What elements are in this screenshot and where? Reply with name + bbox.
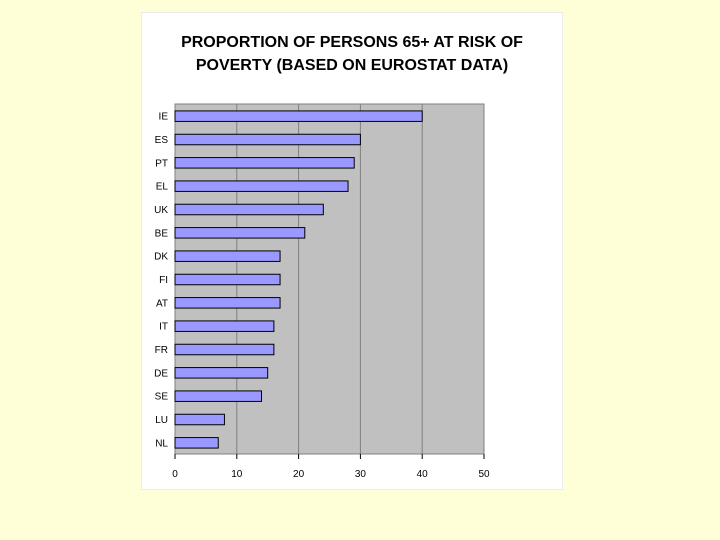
x-tick-label: 30 xyxy=(355,469,367,480)
bar-es xyxy=(174,133,361,146)
bars xyxy=(174,110,423,449)
x-tick-label: 50 xyxy=(478,469,490,480)
category-label: EL xyxy=(156,182,169,193)
bar-de xyxy=(174,367,269,379)
category-label: SE xyxy=(155,392,169,403)
category-label: NL xyxy=(155,438,168,449)
x-tick-label: 40 xyxy=(417,469,429,480)
category-label: FR xyxy=(155,345,168,356)
category-label: DE xyxy=(154,368,168,379)
x-axis-ticks: 0 10 20 30 40 50 xyxy=(172,454,490,480)
bar-chart: IE ES PT EL UK BE DK FI AT IT FR DE SE LU NL 0 10 20 30 40… xyxy=(154,103,490,480)
category-label: FI xyxy=(159,275,168,286)
bar-el xyxy=(174,180,349,192)
category-label: BE xyxy=(155,228,169,239)
bar-be xyxy=(174,227,306,239)
category-label: AT xyxy=(156,298,168,309)
x-tick-label: 20 xyxy=(293,469,305,480)
category-label: DK xyxy=(154,252,168,263)
category-label: PT xyxy=(155,158,168,169)
bar-uk xyxy=(174,203,324,216)
bar-dk xyxy=(174,250,281,262)
bar-nl xyxy=(174,437,219,449)
bar-it xyxy=(174,320,275,332)
category-label: IE xyxy=(159,112,169,123)
category-label: ES xyxy=(155,135,169,146)
bar-pt xyxy=(174,157,355,169)
bar-ie xyxy=(174,110,423,122)
x-tick-label: 10 xyxy=(231,469,243,480)
bar-fr xyxy=(174,343,275,356)
chart-title: PROPORTION OF PERSONS 65+ AT RISK OF POV… xyxy=(181,34,523,74)
bar-at xyxy=(174,297,281,309)
bar-fi xyxy=(174,273,281,286)
category-label: IT xyxy=(159,322,168,333)
x-tick-label: 0 xyxy=(172,469,178,480)
category-label: LU xyxy=(155,415,168,426)
category-label: UK xyxy=(154,205,168,216)
category-labels: IE ES PT EL UK BE DK FI AT IT FR DE SE LU NL xyxy=(154,112,168,450)
chart-panel: PROPORTION OF PERSONS 65+ AT RISK OF POV… xyxy=(141,12,563,490)
bar-se xyxy=(174,390,263,402)
bar-lu xyxy=(174,413,225,426)
